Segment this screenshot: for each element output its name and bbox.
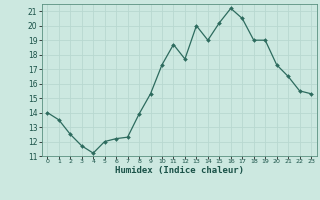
X-axis label: Humidex (Indice chaleur): Humidex (Indice chaleur) <box>115 166 244 175</box>
